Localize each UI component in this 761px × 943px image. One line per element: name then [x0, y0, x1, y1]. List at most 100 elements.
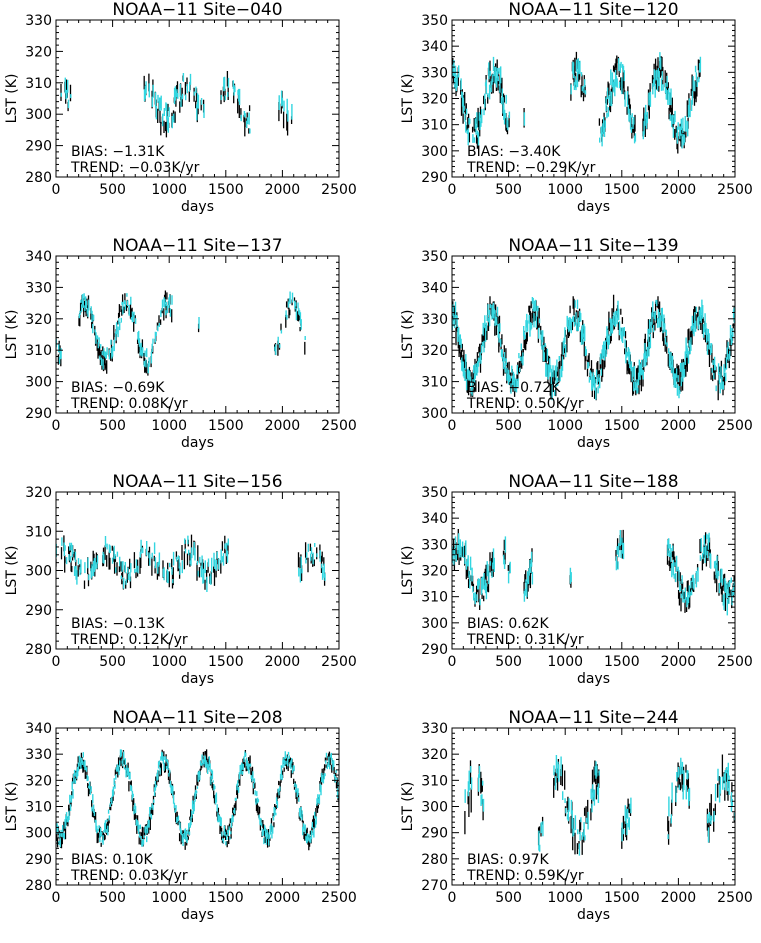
y-tick-label: 300	[25, 564, 52, 580]
panel-title: NOAA−11 Site−139	[508, 236, 678, 256]
y-tick-label: 320	[25, 312, 52, 328]
chart-panel-7: NOAA−11 Site−208 0 500 1000 1500 2000 2500 280 2…	[4, 708, 357, 923]
x-tick-label: 0	[448, 654, 457, 670]
retrieved-series	[56, 535, 326, 592]
y-tick-label: 320	[25, 773, 52, 789]
series-group	[452, 529, 735, 616]
y-tick-label: 320	[421, 747, 448, 763]
y-axis-label: LST (K)	[4, 310, 20, 360]
y-tick-label: 300	[421, 406, 448, 422]
trend-annotation: TREND: 0.12K/yr	[70, 632, 188, 648]
y-tick-label: 290	[25, 406, 52, 422]
y-tick-label: 310	[421, 773, 448, 789]
trend-annotation: TREND: 0.08K/yr	[70, 396, 188, 412]
y-axis-label: LST (K)	[400, 782, 416, 832]
x-tick-label: 1000	[151, 890, 187, 906]
series-group	[56, 290, 306, 376]
x-tick-label: 1000	[547, 418, 583, 434]
y-tick-label: 280	[25, 878, 52, 894]
x-tick-label: 2000	[661, 890, 697, 906]
x-tick-label: 1500	[208, 182, 244, 198]
retrieved-series	[452, 530, 735, 616]
y-tick-label: 280	[421, 852, 448, 868]
y-tick-label: 330	[421, 65, 448, 81]
reference-series	[60, 71, 293, 138]
y-tick-label: 310	[421, 375, 448, 391]
y-tick-label: 290	[421, 826, 448, 842]
panel-title: NOAA−11 Site−188	[508, 472, 678, 492]
panel-title: NOAA−11 Site−244	[508, 708, 678, 728]
y-tick-label: 340	[25, 721, 52, 737]
plot-frame	[55, 255, 340, 414]
x-tick-label: 2500	[717, 654, 753, 670]
bias-annotation: BIAS: 0.10K	[71, 852, 154, 868]
y-axis-label: LST (K)	[400, 310, 416, 360]
retrieved-series	[464, 755, 735, 856]
panel-title: NOAA−11 Site−040	[112, 0, 282, 20]
y-axis-label: LST (K)	[4, 546, 20, 596]
retrieved-series	[56, 291, 306, 374]
trend-annotation: TREND: 0.31K/yr	[466, 632, 584, 648]
series-group	[452, 51, 735, 154]
y-tick-label: 350	[421, 249, 448, 265]
y-tick-label: 290	[421, 642, 448, 658]
trend-annotation: TREND: 0.03K/yr	[70, 868, 188, 884]
x-tick-label: 2500	[717, 182, 753, 198]
x-tick-label: 1000	[547, 654, 583, 670]
x-tick-label: 1000	[151, 418, 187, 434]
x-tick-label: 2000	[661, 654, 697, 670]
y-tick-label: 330	[25, 747, 52, 763]
x-tick-label: 2000	[265, 654, 301, 670]
x-tick-label: 0	[52, 182, 61, 198]
chart-panel-5: NOAA−11 Site−156 0 500 1000 1500 2000 2500 280 2…	[4, 472, 357, 687]
y-tick-label: 300	[421, 144, 448, 160]
x-tick-label: 1500	[604, 654, 640, 670]
y-tick-label: 320	[421, 343, 448, 359]
y-tick-label: 310	[421, 590, 448, 606]
x-tick-label: 2500	[717, 418, 753, 434]
y-axis-label: LST (K)	[4, 74, 20, 124]
x-tick-label: 500	[495, 182, 522, 198]
x-tick-label: 500	[99, 654, 126, 670]
y-tick-label: 300	[25, 826, 52, 842]
x-axis-label: days	[181, 199, 214, 215]
panel-title: NOAA−11 Site−208	[112, 708, 282, 728]
bias-annotation: BIAS: −0.72K	[467, 380, 561, 396]
x-tick-label: 0	[52, 890, 61, 906]
panel-title: NOAA−11 Site−120	[508, 0, 678, 20]
bias-annotation: BIAS: −1.31K	[71, 144, 165, 160]
y-tick-label: 300	[25, 107, 52, 123]
bias-annotation: BIAS: −0.69K	[71, 380, 165, 396]
y-tick-label: 330	[421, 721, 448, 737]
x-tick-label: 2500	[321, 418, 357, 434]
x-axis-label: days	[577, 907, 610, 923]
series-group	[60, 71, 293, 138]
bias-annotation: BIAS: −0.13K	[71, 616, 165, 632]
bias-annotation: BIAS: 0.97K	[467, 852, 550, 868]
y-tick-label: 300	[421, 616, 448, 632]
reference-series	[56, 749, 339, 851]
bias-annotation: BIAS: −3.40K	[467, 144, 561, 160]
x-tick-label: 1500	[604, 890, 640, 906]
trend-annotation: TREND: 0.59K/yr	[466, 868, 584, 884]
x-tick-label: 0	[448, 890, 457, 906]
x-tick-label: 0	[448, 418, 457, 434]
chart-panel-6: NOAA−11 Site−188 0 500 1000 1500 2000 2500 290 3…	[400, 472, 753, 687]
x-tick-label: 1000	[547, 182, 583, 198]
x-tick-label: 500	[495, 654, 522, 670]
y-tick-label: 280	[25, 642, 52, 658]
x-tick-label: 2000	[661, 182, 697, 198]
x-tick-label: 500	[99, 182, 126, 198]
y-tick-label: 310	[25, 76, 52, 92]
trend-annotation: TREND: 0.50K/yr	[466, 396, 584, 412]
series-group	[56, 749, 339, 851]
x-tick-label: 500	[99, 418, 126, 434]
x-tick-label: 2000	[265, 182, 301, 198]
y-tick-label: 320	[25, 485, 52, 501]
x-axis-label: days	[181, 907, 214, 923]
x-tick-label: 1500	[208, 654, 244, 670]
y-tick-label: 290	[25, 852, 52, 868]
y-tick-label: 290	[421, 170, 448, 186]
y-tick-label: 310	[25, 800, 52, 816]
plot-frame	[55, 19, 340, 178]
